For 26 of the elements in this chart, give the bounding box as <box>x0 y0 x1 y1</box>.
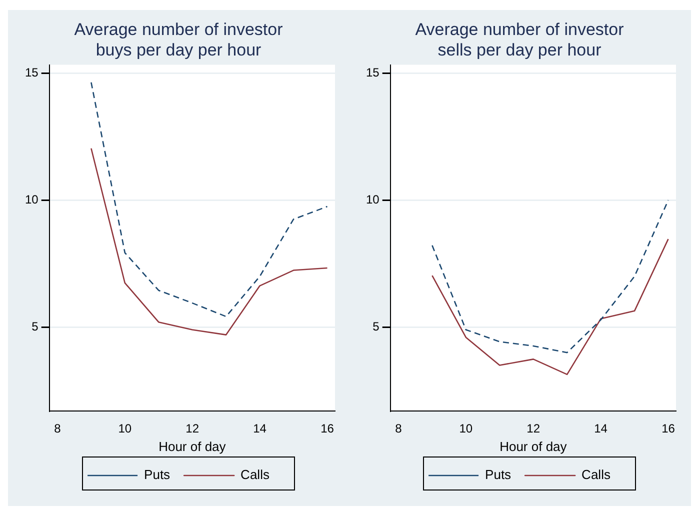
x-tick-label: 16 <box>320 422 334 436</box>
y-tick-label: 15 <box>366 65 380 80</box>
x-tick-label: 8 <box>54 422 62 436</box>
legend-label: Calls <box>240 467 270 482</box>
y-tick-label: 5 <box>32 319 39 334</box>
x-tick-label: 14 <box>253 422 267 436</box>
legend-label: Puts <box>485 467 512 482</box>
x-tick-label: 10 <box>459 422 473 436</box>
legend-label: Puts <box>144 467 171 482</box>
chart-title: Average number of investor buys per day per hour <box>74 20 284 60</box>
line-series <box>90 82 328 318</box>
y-tick-label: 5 <box>372 319 380 334</box>
y-tick-label: 15 <box>24 65 39 80</box>
y-tick-label: 10 <box>24 192 39 206</box>
legend-label: Calls <box>582 467 611 482</box>
x-tick-label: 12 <box>186 422 200 436</box>
line-series <box>432 200 669 354</box>
x-axis-title: Hour of day <box>500 438 568 454</box>
x-tick-label: 12 <box>526 422 540 436</box>
x-tick-label: 8 <box>395 422 402 436</box>
x-tick-label: 10 <box>118 422 132 436</box>
x-axis-title: Hour of day <box>158 438 226 454</box>
y-tick-label: 10 <box>366 192 380 206</box>
chart-title: Average number of investor sells per day per hour <box>415 20 624 60</box>
x-tick-label: 14 <box>594 422 608 436</box>
x-tick-label: 16 <box>662 422 676 436</box>
